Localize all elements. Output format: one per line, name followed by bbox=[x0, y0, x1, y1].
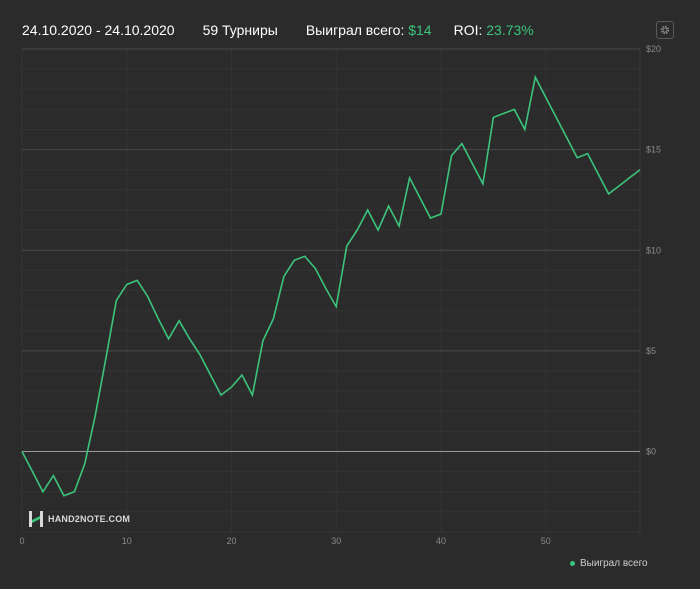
total-won: Выиграл всего: $14 bbox=[306, 22, 432, 38]
x-tick-label: 30 bbox=[331, 536, 341, 546]
x-tick-label: 20 bbox=[226, 536, 236, 546]
roi-value: 23.73% bbox=[486, 22, 534, 38]
roi-label: ROI: bbox=[453, 22, 483, 38]
y-tick-label: $10 bbox=[646, 245, 661, 255]
y-tick-label: $15 bbox=[646, 145, 661, 155]
series-line bbox=[21, 74, 641, 497]
roi: ROI: 23.73% bbox=[454, 22, 534, 38]
settings-button[interactable] bbox=[656, 21, 674, 39]
x-tick-label: 50 bbox=[541, 536, 551, 546]
x-tick-label: 0 bbox=[19, 536, 24, 546]
legend[interactable]: Выиграл всего bbox=[570, 558, 648, 569]
y-tick-label: $5 bbox=[646, 346, 656, 356]
x-tick-label: 10 bbox=[122, 536, 132, 546]
y-tick-label: $0 bbox=[646, 447, 656, 457]
watermark-text: HAND2NOTE.COM bbox=[48, 514, 131, 524]
y-tick-label: $20 bbox=[646, 44, 661, 54]
legend-label: Выиграл всего bbox=[580, 558, 648, 569]
gear-icon bbox=[660, 25, 670, 35]
tournaments-count: 59 Турниры bbox=[202, 22, 278, 38]
watermark: HAND2NOTE.COM bbox=[28, 510, 130, 528]
total-won-value: $14 bbox=[408, 22, 432, 38]
date-range[interactable]: 24.10.2020 - 24.10.2020 bbox=[22, 22, 175, 38]
legend-marker bbox=[570, 561, 575, 566]
hand2note-logo bbox=[29, 511, 43, 527]
x-tick-label: 40 bbox=[436, 536, 446, 546]
header: 24.10.2020 - 24.10.2020 59 Турниры Выигр… bbox=[22, 18, 700, 42]
total-won-label: Выиграл всего: bbox=[305, 22, 405, 38]
